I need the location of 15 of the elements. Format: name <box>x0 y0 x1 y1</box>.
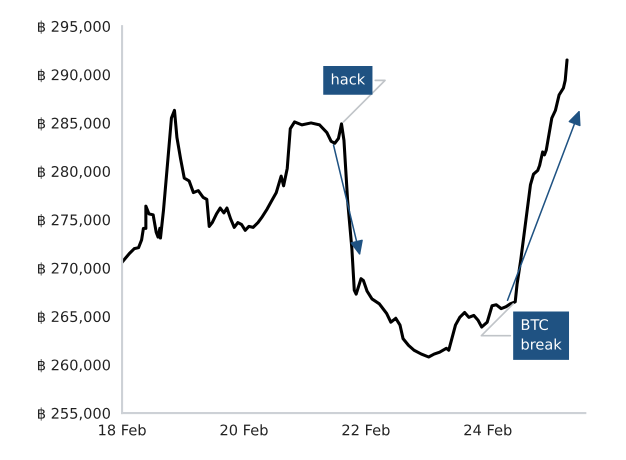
x-tick-label: 24 Feb <box>464 424 512 436</box>
x-tick-label: 20 Feb <box>220 424 268 436</box>
y-tick-label: ฿ 285,000 <box>38 117 110 130</box>
y-tick-label: ฿ 260,000 <box>38 359 110 372</box>
y-tick-label: ฿ 255,000 <box>38 407 110 421</box>
x-tick-label: 18 Feb <box>99 424 146 436</box>
annotation: BTC break <box>522 319 562 350</box>
x-tick-label: 22 Feb <box>342 424 390 436</box>
annotation: hack <box>332 73 366 85</box>
y-tick-label: ฿ 295,000 <box>38 20 110 34</box>
y-tick-label: ฿ 290,000 <box>38 68 110 82</box>
y-tick-label: ฿ 265,000 <box>38 310 110 324</box>
y-tick-label: ฿ 280,000 <box>38 166 110 179</box>
y-tick-label: ฿ 275,000 <box>38 214 110 228</box>
y-tick-label: ฿ 270,000 <box>38 262 110 276</box>
